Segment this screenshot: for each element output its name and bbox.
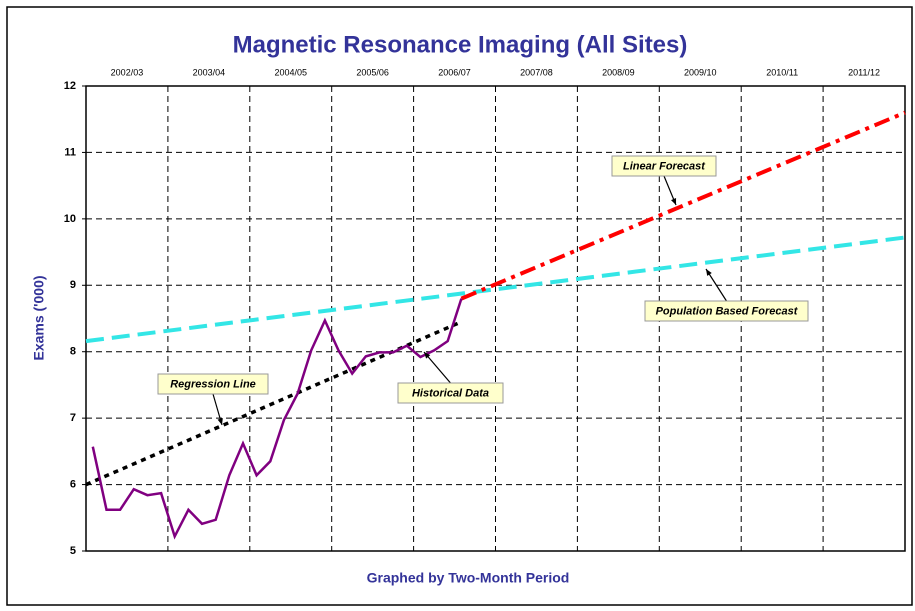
callout-arrowhead — [671, 198, 677, 205]
y-tick-label: 11 — [64, 146, 76, 158]
x-tick-label: 2005/06 — [356, 67, 389, 77]
callout-box — [644, 300, 809, 322]
x-tick-label: 2008/09 — [602, 67, 635, 77]
x-axis-label: Graphed by Two-Month Period — [367, 570, 570, 586]
x-tick-label: 2010/11 — [766, 67, 798, 77]
chart-title: Magnetic Resonance Imaging (All Sites) — [233, 31, 688, 58]
callout-label: Regression Line — [170, 378, 256, 390]
callout-arrowhead — [706, 269, 712, 276]
x-tick-label: 2002/03 — [111, 67, 144, 77]
callout-box — [611, 155, 717, 177]
x-tick-label: 2011/12 — [848, 67, 880, 77]
x-tick-label: 2003/04 — [193, 67, 226, 77]
callout-label: Historical Data — [412, 387, 489, 399]
y-axis-label: Exams ('000) — [31, 275, 47, 360]
callout-arrowhead — [424, 352, 431, 359]
y-tick-label: 7 — [70, 412, 76, 424]
x-tick-label: 2007/08 — [520, 67, 553, 77]
callout-box — [157, 373, 269, 395]
y-tick-label: 9 — [70, 279, 76, 291]
y-tick-label: 5 — [70, 545, 76, 557]
y-tick-label: 12 — [64, 80, 76, 92]
x-tick-label: 2009/10 — [684, 67, 717, 77]
plot-area — [85, 85, 906, 552]
callout-arrow — [423, 351, 451, 384]
callout-arrowhead — [217, 418, 223, 425]
callout-label: Linear Forecast — [623, 160, 706, 172]
x-tick-label: 2006/07 — [438, 67, 471, 77]
callout-box — [397, 382, 504, 404]
y-tick-label: 10 — [64, 213, 76, 225]
y-tick-label: 6 — [70, 478, 76, 490]
series-line — [85, 235, 906, 344]
series-line — [91, 298, 463, 540]
callout-label: Population Based Forecast — [656, 305, 799, 317]
y-tick-label: 8 — [70, 346, 76, 358]
x-tick-label: 2004/05 — [274, 67, 307, 77]
